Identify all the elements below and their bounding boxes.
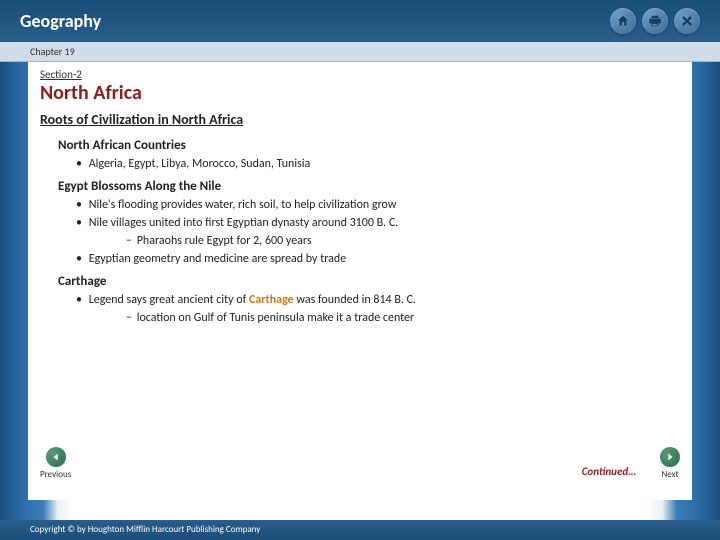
next-arrow-icon: [660, 447, 680, 467]
next-label: Next: [660, 469, 680, 480]
chapter-bar: Chapter 19: [0, 42, 720, 62]
bullet-egypt-2: Nile villages united into first Egyptian…: [88, 216, 680, 230]
bullet-egypt-1: Nile's flooding provides water, rich soi…: [88, 198, 680, 212]
close-icon[interactable]: [674, 8, 700, 34]
carthage-post: was founded in 814 B. C.: [294, 293, 416, 307]
section-head-countries: North African Countries: [58, 138, 680, 153]
print-icon[interactable]: [642, 8, 668, 34]
section-head-carthage: Carthage: [58, 274, 680, 289]
carthage-pre: Legend says great ancient city of: [89, 293, 249, 307]
carthage-highlight: Carthage: [249, 293, 294, 307]
section-label: Section-2: [40, 68, 680, 81]
content-area: Section-2 North Africa Roots of Civiliza…: [28, 62, 692, 500]
home-icon[interactable]: [610, 8, 636, 34]
main-title: North Africa: [40, 81, 680, 105]
prev-label: Previous: [40, 469, 71, 480]
nav-row: Previous Next: [40, 447, 680, 480]
subbullet-carthage-1: location on Gulf of Tunis peninsula make…: [140, 311, 680, 325]
subtitle: Roots of Civilization in North Africa: [40, 111, 680, 128]
bullet-egypt-3: Egyptian geometry and medicine are sprea…: [88, 252, 680, 266]
bullet-carthage-1: Legend says great ancient city of Cartha…: [88, 293, 680, 307]
subbullet-egypt-1: Pharaohs rule Egypt for 2, 600 years: [140, 234, 680, 248]
footer-bar: Copyright © by Houghton Mifflin Harcourt…: [0, 520, 720, 540]
header-icons: [610, 8, 700, 34]
next-button[interactable]: Next: [660, 447, 680, 480]
header-title: Geography: [20, 10, 101, 32]
section-head-egypt: Egypt Blossoms Along the Nile: [58, 179, 680, 194]
header-bar: Geography: [0, 0, 720, 42]
prev-arrow-icon: [46, 447, 66, 467]
bullet-countries-1: Algeria, Egypt, Libya, Morocco, Sudan, T…: [88, 157, 680, 171]
prev-button[interactable]: Previous: [40, 447, 71, 480]
